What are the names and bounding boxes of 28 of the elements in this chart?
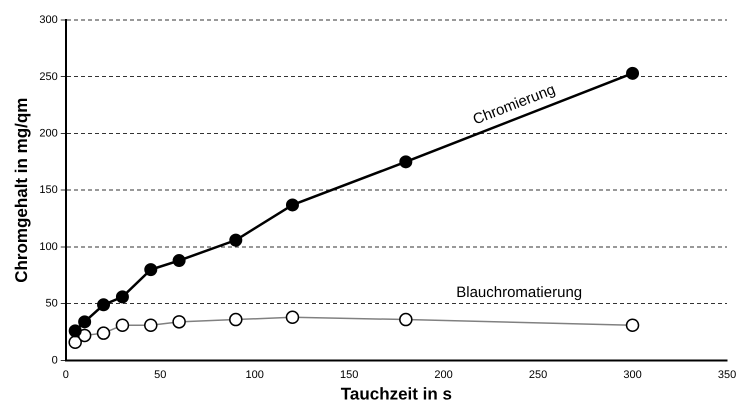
point xyxy=(626,66,640,80)
x-tick-label: 250 xyxy=(528,369,548,382)
y-tick-label: 300 xyxy=(39,14,58,26)
y-tick-label: 50 xyxy=(46,298,58,310)
y-tick-label: 200 xyxy=(39,128,58,140)
y-tick-label: 0 xyxy=(52,354,58,366)
point xyxy=(97,298,110,312)
y-axis-title: Chromgehalt in mg/qm xyxy=(12,98,31,283)
x-tick-label: 0 xyxy=(62,369,69,382)
y-tick-label: 100 xyxy=(39,240,58,253)
point xyxy=(144,263,158,276)
x-axis-title: Tauchzeit in s xyxy=(340,384,452,404)
x-tick-label: 100 xyxy=(246,369,264,382)
point xyxy=(229,234,242,247)
x-tick-label: 50 xyxy=(154,369,166,382)
x-tick-label: 350 xyxy=(718,369,736,382)
x-tick-label: 300 xyxy=(623,369,642,382)
y-tick-label: 250 xyxy=(39,70,58,83)
x-tick-label: 150 xyxy=(340,369,358,382)
x-tick-label: 200 xyxy=(434,369,453,382)
point xyxy=(286,198,299,212)
y-tick-label: 150 xyxy=(39,184,58,196)
point xyxy=(68,324,82,338)
point xyxy=(172,254,186,268)
series-label: Blauchromatierung xyxy=(456,284,582,302)
point xyxy=(116,290,129,304)
point xyxy=(78,315,92,328)
point xyxy=(399,155,412,168)
